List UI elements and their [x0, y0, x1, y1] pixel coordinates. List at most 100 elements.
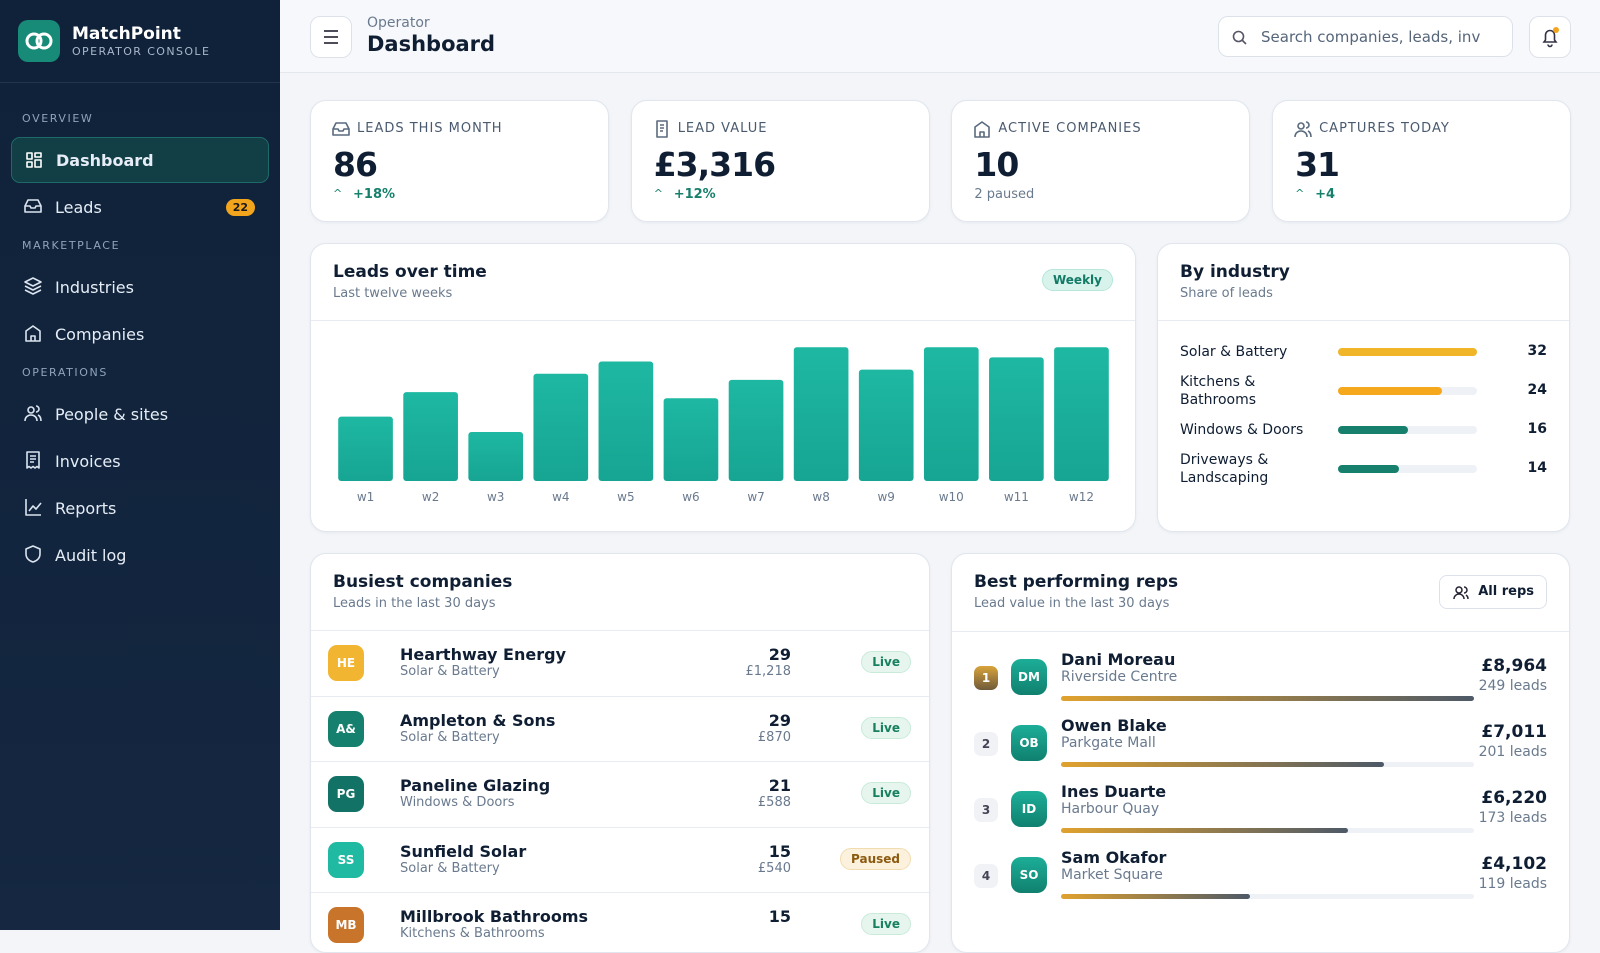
company-name: Hearthway Energy	[400, 645, 566, 664]
bar	[923, 347, 979, 481]
x-tick-label: w6	[682, 490, 699, 504]
company-name: Sunfield Solar	[400, 841, 527, 861]
companies-subtitle: Leads in the last 30 days	[333, 596, 496, 611]
bar-chart: w1 w2 w3 w4 w5 w6 w7 w8 w9 w10 w11 w12	[338, 347, 1109, 504]
nav-label: Audit log	[55, 545, 127, 565]
kpi-delta: +18%	[353, 187, 396, 202]
x-tick-label: w7	[747, 490, 764, 504]
divider	[311, 892, 929, 894]
industry-subtitle: Share of leads	[1180, 286, 1273, 301]
company-name: Paneline Glazing	[400, 776, 551, 796]
nav-label: Leads	[55, 197, 102, 217]
kpi-card: ACTIVE COMPANIES 10 2 paused	[951, 100, 1251, 222]
sidebar: MatchPoint OPERATOR CONSOLE OVERVIEW Dash…	[0, 0, 280, 930]
kpi-value: 31	[1295, 145, 1340, 184]
rank: 4	[974, 864, 998, 888]
kpi-label: CAPTURES TODAY	[1319, 121, 1450, 136]
reps-subtitle: Lead value in the last 30 days	[974, 596, 1170, 611]
nav-item[interactable]: Audit log	[11, 532, 269, 578]
divider	[311, 320, 1135, 321]
nav-section: OPERATIONS	[22, 366, 108, 379]
bar	[663, 398, 719, 481]
rep-avatar: SO	[1011, 857, 1047, 893]
all-reps-button[interactable]: All reps	[1439, 575, 1547, 609]
nav-item[interactable]: People & sites	[11, 391, 269, 437]
x-tick-label: w3	[487, 490, 504, 504]
rep-site: Parkgate Mall	[1061, 735, 1156, 751]
company-industry: Kitchens & Bathrooms	[400, 926, 545, 942]
companies-card: Busiest companies Leads in the last 30 d…	[310, 553, 930, 953]
icon	[24, 277, 42, 295]
rank: 3	[974, 798, 998, 822]
nav-label: Reports	[55, 498, 117, 518]
icon	[25, 545, 41, 563]
search-placeholder: Search companies, leads, inv	[1261, 28, 1481, 46]
nav-item[interactable]: Industries	[11, 264, 269, 310]
industry-name: Windows & Doors	[1180, 422, 1304, 438]
x-tick-label: w10	[939, 490, 964, 504]
rep-leads: 119 leads	[1478, 876, 1547, 892]
rep-name: Owen Blake	[1061, 716, 1167, 735]
bar	[533, 373, 589, 481]
kpi-delta-arrow: ^	[333, 187, 343, 200]
reps-card: Best performing reps Lead value in the l…	[951, 553, 1570, 953]
icon	[1294, 121, 1312, 138]
bar	[338, 416, 393, 481]
track	[1338, 465, 1477, 473]
rep-avatar: ID	[1011, 791, 1047, 827]
rep-avatar: DM	[1011, 659, 1047, 695]
company-industry: Solar & Battery	[400, 860, 500, 876]
rep-avatar: OB	[1011, 725, 1047, 761]
menu-button[interactable]	[310, 16, 352, 58]
track	[1338, 426, 1477, 434]
rep-leads: 249 leads	[1478, 678, 1547, 694]
rep-bar	[1061, 828, 1348, 833]
kpi-value: £3,316	[653, 145, 776, 184]
kpi-delta-arrow: ^	[1295, 187, 1305, 200]
reps-title: Best performing reps	[974, 572, 1179, 592]
bar	[1054, 347, 1109, 481]
search-icon	[1232, 30, 1247, 45]
nav-item[interactable]: Dashboard	[11, 137, 269, 183]
kpi-delta: +4	[1315, 187, 1336, 202]
people-icon	[1453, 586, 1469, 600]
divider	[952, 631, 1569, 632]
icon	[655, 120, 668, 138]
kpi-delta: +12%	[673, 187, 716, 202]
industry-bar	[1338, 465, 1399, 473]
notifications[interactable]	[1529, 16, 1571, 58]
company-avatar: SS	[328, 841, 364, 878]
brand-subtitle: OPERATOR CONSOLE	[72, 45, 211, 58]
x-tick-label: w4	[552, 490, 569, 504]
industry-bar	[1338, 387, 1443, 395]
industry-name: Solar & Battery	[1180, 344, 1288, 360]
company-leads: 15	[768, 907, 791, 927]
industry-value: 16	[1527, 421, 1547, 437]
company-leads: 29	[768, 710, 791, 730]
search-box[interactable]: Search companies, leads, inv	[1218, 16, 1513, 57]
nav-section: OVERVIEW	[22, 112, 94, 125]
nav-item[interactable]: Reports	[11, 485, 269, 531]
kpi-card: LEAD VALUE £3,316 ^ +12%	[630, 100, 930, 222]
bar	[403, 392, 458, 481]
company-industry: Solar & Battery	[400, 664, 500, 679]
kpi-card: LEADS THIS MONTH 86 ^ +18%	[310, 100, 609, 222]
nav-label: People & sites	[55, 404, 169, 424]
divider	[311, 761, 929, 763]
nav-item[interactable]: Leads 22	[11, 184, 269, 230]
brand-name: MatchPoint	[72, 24, 181, 44]
status-pill: Live	[861, 651, 911, 673]
rank: 2	[974, 732, 998, 756]
kpi-delta-arrow: ^	[653, 187, 663, 200]
x-tick-label: w9	[877, 490, 894, 504]
logo-icon	[25, 32, 53, 50]
all-reps-label: All reps	[1478, 584, 1534, 599]
nav-item[interactable]: Companies	[11, 311, 269, 357]
nav-label: Dashboard	[56, 150, 154, 170]
page-title: Dashboard	[367, 32, 496, 56]
rep-bar	[1061, 894, 1250, 899]
divider	[311, 826, 929, 828]
status-pill: Live	[861, 913, 911, 936]
nav-item[interactable]: Invoices	[11, 438, 269, 484]
icon	[26, 152, 42, 168]
